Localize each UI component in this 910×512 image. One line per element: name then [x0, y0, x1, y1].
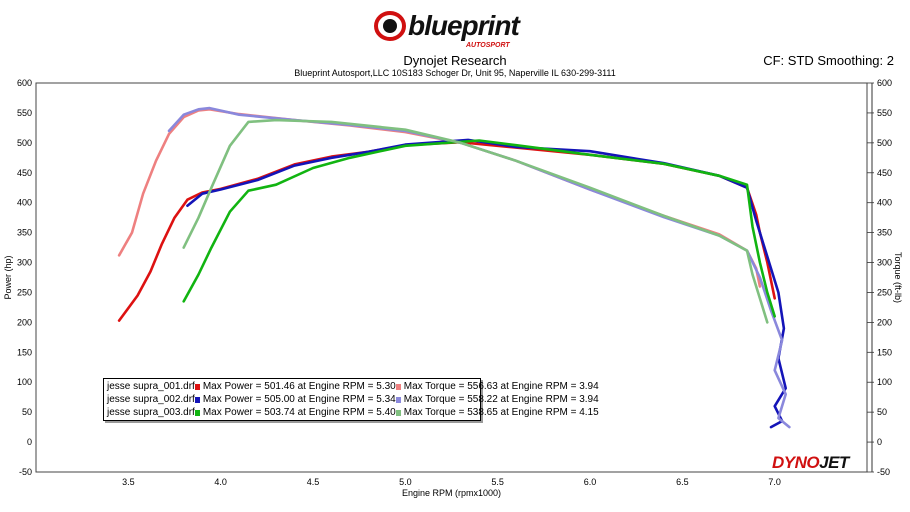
legend-file: jesse supra_003.drf — [107, 407, 195, 418]
y2-tick-label: 550 — [877, 108, 892, 118]
logo-subtext: AUTOSPORT — [465, 42, 510, 49]
y-tick-label: 50 — [22, 407, 32, 417]
y2-tick-label: 450 — [877, 168, 892, 178]
y-tick-label: 250 — [17, 287, 32, 297]
x-tick-label: 6.5 — [676, 477, 689, 487]
chart-title: Dynojet Research — [403, 53, 507, 68]
x-tick-label: 4.0 — [214, 477, 227, 487]
logo-ring — [374, 11, 406, 41]
x-tick-label: 4.5 — [307, 477, 320, 487]
series-line-power-3 — [182, 139, 777, 318]
y-axis-label: Power (hp) — [3, 255, 13, 299]
y-tick-label: 300 — [17, 258, 32, 268]
legend-swatch-power — [194, 383, 200, 390]
y-tick-label: 600 — [17, 78, 32, 88]
y2-tick-label: 250 — [877, 287, 892, 297]
y2-tick-label: 400 — [877, 198, 892, 208]
y2-tick-label: 150 — [877, 347, 892, 357]
legend-file: jesse supra_001.drf — [107, 381, 195, 392]
series-line-torque-3 — [182, 118, 769, 324]
legend-swatch-torque — [395, 396, 401, 403]
y2-tick-label: 300 — [877, 258, 892, 268]
shop-address: Blueprint Autosport,LLC 10S183 Schoger D… — [294, 68, 616, 78]
dynojet-logo: DYNOJET — [772, 453, 849, 473]
y2-tick-label: 350 — [877, 228, 892, 238]
legend-max-torque: Max Torque = 556.63 at Engine RPM = 3.94 — [403, 381, 599, 392]
y2-tick-label: 0 — [877, 437, 882, 447]
axis-ticks: -50 -50 0 0 50 50 100 100 150 150 200 200 250 250 300 3… — [17, 78, 892, 487]
dynojet-logo-dyno: DYNO — [772, 453, 820, 472]
logo-core — [383, 19, 397, 33]
blueprint-logo: blueprint AUTOSPORT — [374, 10, 522, 49]
legend-max-power: Max Power = 503.74 at Engine RPM = 5.40 — [202, 407, 396, 418]
legend-row: jesse supra_003.drf Max Power = 503.74 a… — [107, 406, 599, 419]
legend-swatch-power — [194, 409, 200, 416]
y-tick-label: 150 — [17, 347, 32, 357]
x-tick-label: 5.0 — [399, 477, 412, 487]
y2-axis-label: Torque (ft-lb) — [893, 252, 903, 303]
series — [117, 106, 791, 429]
legend-max-torque: Max Torque = 538.65 at Engine RPM = 4.15 — [403, 407, 599, 418]
dynojet-logo-jet: JET — [819, 453, 849, 472]
x-tick-label: 5.5 — [491, 477, 504, 487]
series-line-torque-2 — [167, 106, 791, 429]
y-tick-label: 450 — [17, 168, 32, 178]
y2-tick-label: 500 — [877, 138, 892, 148]
plot-border — [35, 82, 868, 473]
legend-max-torque: Max Torque = 558.22 at Engine RPM = 3.94 — [403, 394, 599, 405]
legend-file: jesse supra_002.drf — [107, 394, 195, 405]
y2-tick-label: 100 — [877, 377, 892, 387]
y2-tick-label: 50 — [877, 407, 887, 417]
legend-max-power: Max Power = 505.00 at Engine RPM = 5.34 — [202, 394, 396, 405]
y-tick-label: 350 — [17, 228, 32, 238]
logo-text: blueprint — [408, 10, 521, 41]
y-tick-label: 100 — [17, 377, 32, 387]
y-tick-label: 400 — [17, 198, 32, 208]
legend-max-power: Max Power = 501.46 at Engine RPM = 5.30 — [202, 381, 396, 392]
y-tick-label: 200 — [17, 317, 32, 327]
legend-swatch-power — [194, 396, 200, 403]
y2-tick-label: -50 — [877, 467, 890, 477]
x-tick-label: 6.0 — [584, 477, 597, 487]
y-tick-label: 0 — [27, 437, 32, 447]
legend-swatch-torque — [395, 383, 401, 390]
legend: jesse supra_001.drf Max Power = 501.46 a… — [103, 378, 599, 421]
cf-smoothing-label: CF: STD Smoothing: 2 — [763, 53, 894, 68]
y-tick-label: 500 — [17, 138, 32, 148]
y-tick-label: -50 — [19, 467, 32, 477]
x-tick-label: 3.5 — [122, 477, 135, 487]
legend-row: jesse supra_001.drf Max Power = 501.46 a… — [107, 380, 599, 393]
y2-tick-label: 200 — [877, 317, 892, 327]
legend-swatch-torque — [395, 409, 401, 416]
x-tick-label: 7.0 — [768, 477, 781, 487]
y2-tick-label: 600 — [877, 78, 892, 88]
legend-row: jesse supra_002.drf Max Power = 505.00 a… — [107, 393, 599, 406]
x-axis-label: Engine RPM (rpmx1000) — [402, 488, 501, 498]
y-tick-label: 550 — [17, 108, 32, 118]
